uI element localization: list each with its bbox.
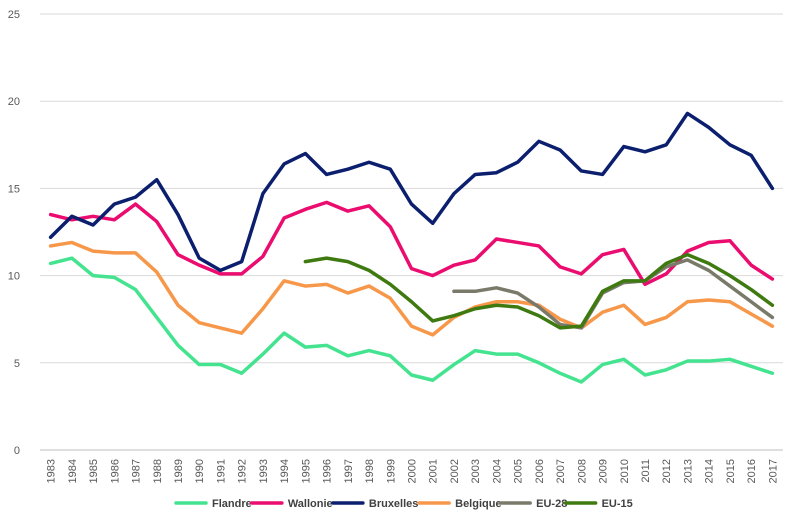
legend-item-eu-28: EU-28	[498, 498, 567, 510]
x-tick-label: 2004	[491, 459, 503, 483]
series-line-bruxelles	[48, 111, 775, 273]
x-tick-label: 1984	[67, 459, 79, 483]
x-tick-label: 1987	[131, 459, 143, 483]
x-tick-label: 1992	[237, 459, 249, 483]
series-line-belgique	[48, 240, 775, 337]
legend: Flandre Wallonie Bruxelles Belgique EU-28 EU-…	[174, 498, 633, 510]
x-tick-label: 1999	[385, 459, 397, 483]
legend-item-eu-15: EU-15	[563, 498, 633, 510]
x-tick-label: 1989	[173, 459, 185, 483]
x-tick-label: 1998	[364, 459, 376, 483]
x-tick-label: 1991	[215, 459, 227, 483]
gridlines	[40, 13, 783, 451]
legend-label: Bruxelles	[369, 498, 419, 510]
x-tick-label: 2000	[407, 459, 419, 483]
y-tick-label: 15	[8, 183, 20, 195]
y-tick-label: 0	[14, 445, 20, 457]
x-tick-label: 1983	[46, 459, 58, 483]
x-tick-label: 1994	[279, 459, 291, 483]
x-tick-label: 2006	[534, 459, 546, 483]
x-tick-label: 2013	[682, 459, 694, 483]
y-tick-label: 5	[14, 358, 20, 370]
legend-item-belgique: Belgique	[417, 498, 502, 510]
x-tick-label: 1986	[109, 459, 121, 483]
y-tick-label: 25	[8, 9, 20, 21]
legend-label: EU-15	[602, 498, 633, 510]
x-axis-tick-labels: 1983 1984 1985 1986 1987 1988 1989 1990 1991 1992…	[46, 459, 780, 483]
x-tick-label: 2003	[470, 459, 482, 483]
x-tick-label: 1996	[322, 459, 334, 483]
series-line-eu-15	[303, 252, 775, 330]
series-line-flandre	[48, 256, 775, 384]
x-tick-label: 1988	[152, 459, 164, 483]
x-tick-label: 2014	[704, 459, 716, 483]
x-tick-label: 1985	[88, 459, 100, 483]
x-tick-label: 2011	[640, 459, 652, 483]
x-tick-label: 2015	[725, 459, 737, 483]
legend-label: Flandre	[212, 498, 252, 510]
x-tick-label: 2002	[449, 459, 461, 483]
y-tick-label: 20	[8, 96, 20, 108]
x-tick-label: 2005	[513, 459, 525, 483]
series-line-eu-28	[452, 258, 775, 330]
x-tick-label: 1995	[300, 459, 312, 483]
x-tick-label: 2010	[619, 459, 631, 483]
x-tick-label: 2016	[746, 459, 758, 483]
legend-label: EU-28	[536, 498, 567, 510]
x-tick-label: 1997	[343, 459, 355, 483]
series-lines	[48, 111, 775, 384]
x-tick-label: 2007	[555, 459, 567, 483]
legend-item-flandre: Flandre	[174, 498, 252, 510]
x-tick-label: 2009	[598, 459, 610, 483]
legend-label: Belgique	[455, 498, 501, 510]
x-tick-label: 2001	[428, 459, 440, 483]
x-tick-label: 1990	[194, 459, 206, 483]
x-tick-label: 2012	[661, 459, 673, 483]
x-tick-label: 2017	[767, 459, 779, 483]
x-tick-label: 1993	[258, 459, 270, 483]
x-tick-label: 2008	[576, 459, 588, 483]
legend-label: Wallonie	[288, 498, 333, 510]
legend-item-bruxelles: Bruxelles	[331, 498, 419, 510]
y-tick-label: 10	[8, 271, 20, 283]
legend-item-wallonie: Wallonie	[250, 498, 333, 510]
series-line-wallonie	[48, 200, 775, 287]
y-axis-tick-labels: 0 5 10 15 20 25	[8, 9, 20, 457]
